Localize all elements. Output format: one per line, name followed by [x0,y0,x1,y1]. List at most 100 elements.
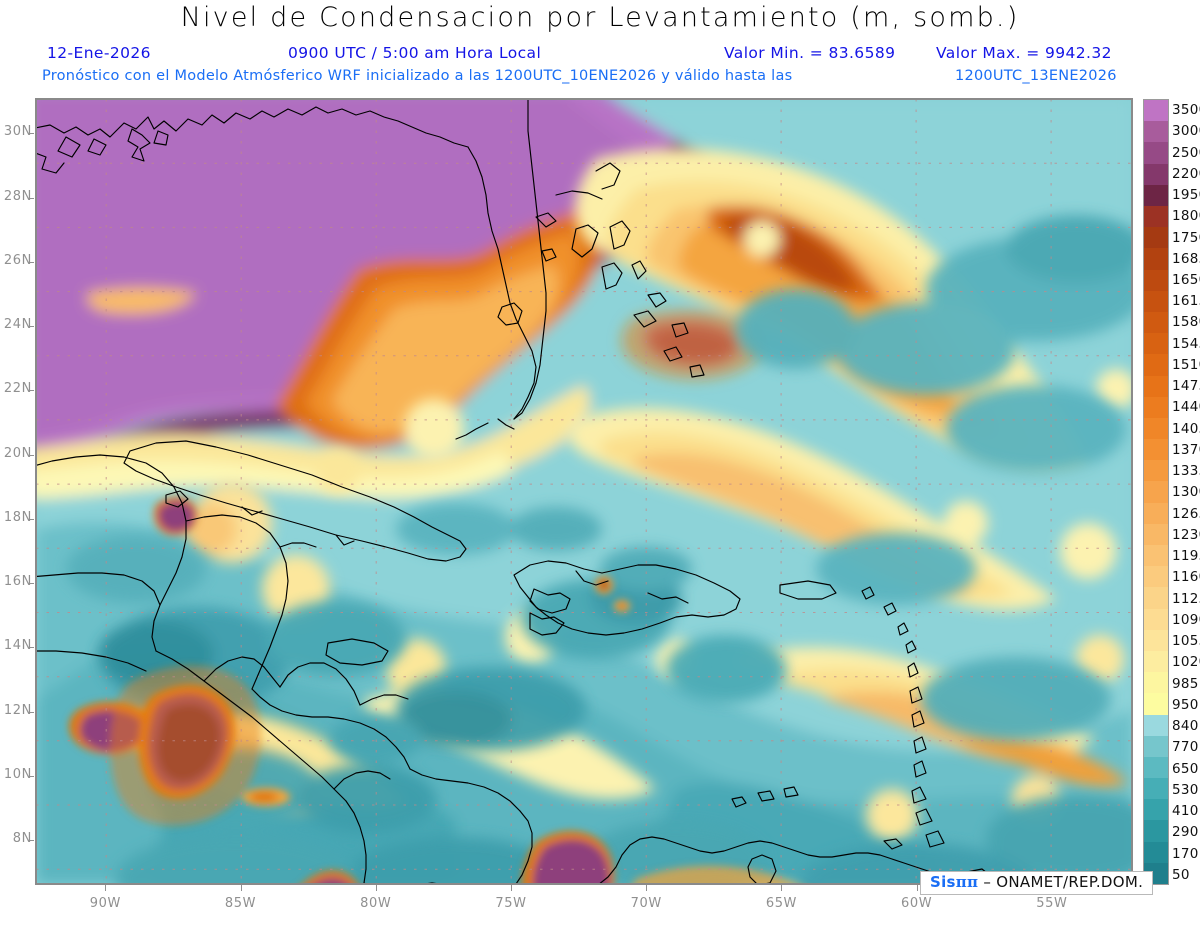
colorbar-swatch [1144,841,1168,863]
colorbar-swatch [1144,566,1168,588]
colorbar-tick-label: 530 [1172,781,1199,798]
lat-tick-label: 20N [3,445,32,461]
lat-tick-mark [28,133,34,135]
colorbar-tick-label: 1510 [1172,356,1200,373]
colorbar-swatch [1144,100,1168,122]
colorbar-swatch [1144,121,1168,143]
credit-badge: Sisππ – ONAMET/REP.DOM. [920,871,1154,895]
colorbar-swatch [1144,290,1168,312]
colorbar-swatch [1144,820,1168,842]
lon-tick-mark [240,885,242,891]
colorbar-tick-label: 770 [1172,739,1199,756]
colorbar-swatch [1144,333,1168,355]
colorbar-tick-label: 1125 [1172,590,1200,607]
lon-tick-label: 55W [1036,896,1068,911]
lat-tick-mark [28,390,34,392]
colorbar-tick-label: 1475 [1172,378,1200,395]
colorbar-swatch [1144,650,1168,673]
lat-tick-mark [28,775,34,777]
colorbar-tick-label: 410 [1172,803,1199,820]
colorbar-swatch [1144,184,1168,206]
lat-tick-label: 28N [3,188,32,204]
colorbar-tick-label: 1440 [1172,399,1200,416]
colorbar-tick-label: 1685 [1172,250,1200,267]
colorbar-tick-label: 985 [1172,675,1199,692]
colorbar-swatch [1144,142,1168,164]
colorbar-swatch [1144,693,1168,715]
colorbar-swatch [1144,587,1168,609]
colorbar-swatch [1144,523,1168,545]
lat-tick-label: 22N [3,381,32,397]
brand-pi-icon: ππ [955,873,979,891]
colorbar-swatch [1144,799,1168,821]
colorbar-tick-label: 1950 [1172,187,1200,204]
lon-tick-mark [646,885,648,891]
colorbar-swatch [1144,735,1168,757]
lon-tick-label: 80W [360,896,392,911]
colorbar-tick-label: 1750 [1172,229,1200,246]
colorbar-swatch [1144,163,1168,185]
lon-tick-label: 85W [224,896,257,911]
colorbar-tick-label: 1090 [1172,611,1200,628]
lat-tick-label: 16N [3,574,32,590]
weather-map[interactable] [35,98,1133,885]
colorbar-swatch [1144,608,1168,630]
colorbar-tick-label: 3000 [1172,123,1200,140]
lat-tick-label: 24N [3,317,32,333]
lon-tick-label: 90W [89,896,121,911]
colorbar-swatch [1144,375,1168,397]
colorbar-swatch [1144,206,1168,228]
colorbar-tick-label: 1265 [1172,505,1200,522]
colorbar-tick-label: 1370 [1172,441,1200,458]
lon-tick-mark [510,885,512,891]
lat-tick-mark [28,326,34,328]
colorbar-swatch [1144,269,1168,291]
lat-tick-mark [28,261,34,263]
colorbar-tick-label: 1335 [1172,463,1200,480]
colorbar-tick-label: 1545 [1172,335,1200,352]
lcl-contour-field [36,99,1132,884]
colorbar-swatch [1144,417,1168,440]
colorbar-labels: 3500 3000 2500 2200 1950 1800 1750 1685 1650 1615… [1172,99,1200,885]
colorbar-swatch [1144,248,1168,270]
credit-agency: – ONAMET/REP.DOM. [983,873,1144,891]
colorbar[interactable] [1143,99,1169,885]
colorbar-tick-label: 2200 [1172,165,1200,182]
brand-sis: Sis [930,873,956,891]
lon-tick-label: 65W [765,896,798,911]
colorbar-swatch [1144,545,1168,567]
lon-tick-label: 75W [495,896,527,911]
lat-tick-label: 8N [12,831,32,847]
lon-tick-label: 60W [901,896,933,911]
page-title: Nivel de Condensacion por Levantamiento … [180,2,1020,33]
colorbar-tick-label: 650 [1172,760,1199,777]
lat-tick-mark [28,647,34,649]
colorbar-tick-label: 1055 [1172,633,1200,650]
value-min-label: Valor Min. = 83.6589 [724,44,896,62]
colorbar-tick-label: 840 [1172,718,1199,735]
lon-tick-mark [375,885,377,891]
colorbar-tick-label: 1230 [1172,526,1200,543]
forecast-date: 12-Ene-2026 [47,44,151,62]
colorbar-swatch [1144,629,1168,651]
lon-tick-mark [916,885,918,891]
colorbar-tick-label: 1405 [1172,420,1200,437]
colorbar-tick-label: 3500 [1172,102,1200,119]
lat-tick-mark [28,518,34,520]
colorbar-swatch [1144,672,1168,694]
colorbar-tick-label: 170 [1172,845,1199,862]
lat-tick-mark [28,583,34,585]
colorbar-swatch [1144,481,1168,503]
colorbar-tick-label: 950 [1172,696,1199,713]
lat-tick-mark [28,197,34,199]
colorbar-tick-label: 2500 [1172,144,1200,161]
map-gridlines [36,99,1132,884]
model-subtitle-text: Pronóstico con el Modelo Atmósferico WRF… [42,68,793,84]
colorbar-swatch [1144,354,1168,376]
lat-tick-label: 30N [3,124,32,140]
lon-tick-mark [781,885,783,891]
colorbar-swatch [1144,756,1168,779]
colorbar-swatch [1144,502,1168,524]
lat-tick-label: 10N [3,766,32,782]
forecast-time: 0900 UTC / 5:00 am Hora Local [288,44,542,62]
